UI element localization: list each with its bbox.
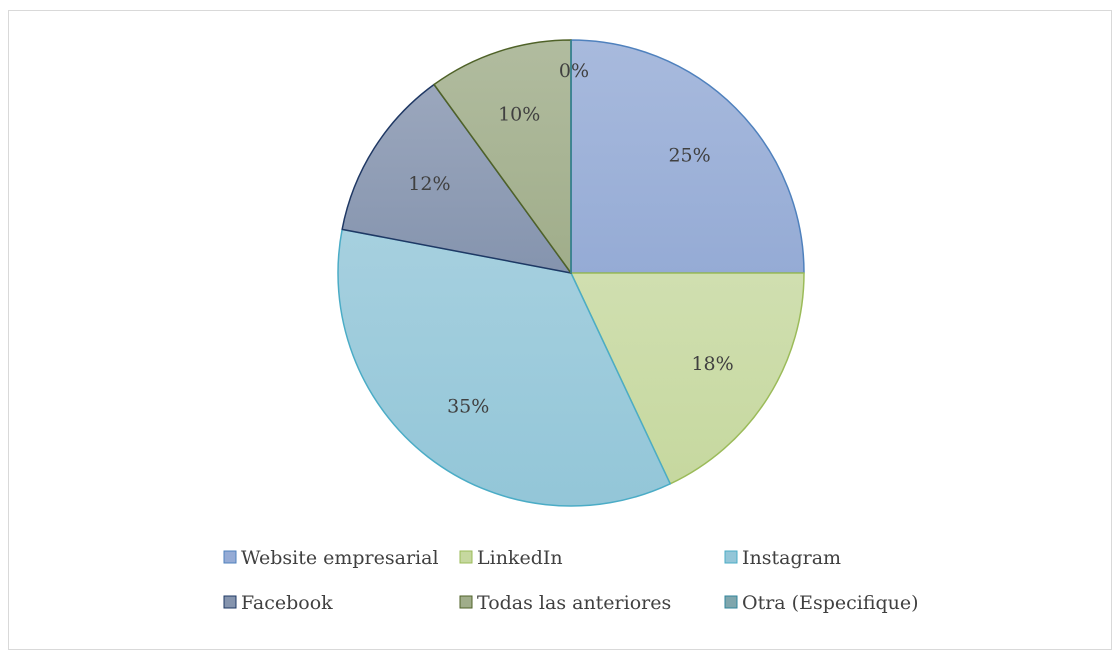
legend-item-website-empresarial: Website empresarial (223, 547, 439, 569)
legend-label-otra-especifique: Otra (Especifique) (742, 592, 919, 614)
data-label-website-empresarial: 25% (668, 144, 710, 166)
legend-label-instagram: Instagram (742, 547, 841, 569)
pie-slices (337, 39, 805, 507)
pie-slice-instagram (337, 228, 671, 507)
legend-swatch-facebook (223, 595, 237, 609)
pie-slice-linkedin (570, 272, 805, 485)
legend-item-instagram: Instagram (724, 547, 841, 569)
legend-item-todas-las-anteriores: Todas las anteriores (459, 592, 671, 614)
pie-slice-facebook (341, 83, 572, 274)
pie-slice-todas-las-anteriores (433, 39, 572, 274)
pie-chart: 25% 18% 35% 12% 10% 0% Website empresarial Lin… (223, 39, 919, 614)
pie-data-labels: 25% 18% 35% 12% 10% 0% (408, 60, 733, 418)
data-label-otra-especifique: 0% (559, 60, 589, 82)
data-label-facebook: 12% (408, 173, 450, 195)
legend-swatch-instagram (724, 550, 738, 564)
legend-label-website-empresarial: Website empresarial (241, 547, 439, 569)
pie-slice-website-empresarial (570, 39, 805, 274)
legend-swatch-linkedin (459, 550, 473, 564)
data-label-instagram: 35% (447, 396, 489, 418)
legend-label-todas-las-anteriores: Todas las anteriores (477, 592, 671, 614)
legend-item-otra-especifique: Otra (Especifique) (724, 592, 919, 614)
legend-swatch-website-empresarial (223, 550, 237, 564)
legend-swatch-otra-especifique (724, 595, 738, 609)
legend-label-facebook: Facebook (241, 592, 333, 614)
legend-label-linkedin: LinkedIn (477, 547, 563, 569)
data-label-todas-las-anteriores: 10% (498, 104, 540, 126)
legend-swatch-todas-las-anteriores (459, 595, 473, 609)
legend-item-facebook: Facebook (223, 592, 333, 614)
legend-item-linkedin: LinkedIn (459, 547, 563, 569)
data-label-linkedin: 18% (691, 353, 733, 375)
legend: Website empresarial LinkedIn Instagram Face… (223, 547, 919, 614)
